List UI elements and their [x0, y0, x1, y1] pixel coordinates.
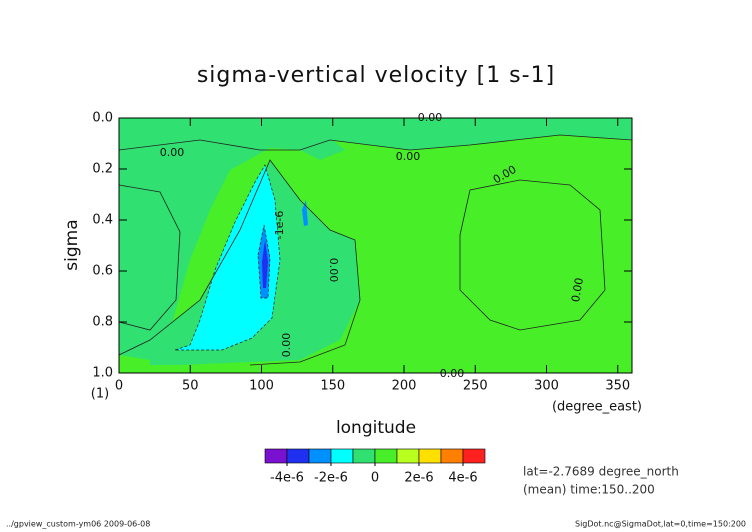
x-tick-label: 300 — [534, 379, 559, 394]
colorbar-box — [308, 448, 332, 464]
contour-label: 0.00 — [569, 277, 586, 303]
field-region — [119, 118, 632, 360]
colorbar-box — [264, 448, 288, 464]
x-axis-label: longitude — [336, 418, 416, 438]
contour-line — [119, 159, 361, 366]
contour-line — [119, 134, 632, 151]
field-region — [175, 165, 280, 350]
colorbar-box — [418, 448, 442, 464]
colorbar-box — [352, 448, 376, 464]
y-tick-label: 0.0 — [92, 111, 113, 126]
x-tick-label: 0 — [115, 379, 123, 394]
annotation: lat=-2.7689 degree_north — [523, 465, 679, 479]
x-tick-label: 50 — [182, 379, 199, 394]
y-tick-label: 0.8 — [92, 315, 113, 330]
colorbar-tick-label: -4e-6 — [270, 471, 304, 486]
y-tick-label: 0.2 — [92, 162, 113, 177]
footer: SigDot.nc@SigmaDot,lat=0,time=150:200 — [575, 520, 746, 529]
colorbar-box — [462, 448, 486, 464]
y-tick-label: 0.4 — [92, 213, 113, 228]
contour-line — [459, 179, 606, 331]
y-tick-label: 0.6 — [92, 264, 113, 279]
x-tick-label: 150 — [320, 379, 345, 394]
x-tick-label: 200 — [392, 379, 417, 394]
contour-label: -1e-6 — [273, 211, 286, 240]
contour-line — [257, 224, 271, 299]
colorbar-box — [396, 448, 420, 464]
x-tick-label: 250 — [463, 379, 488, 394]
contour-field — [118, 117, 633, 374]
y-axis-unit: (1) — [91, 387, 109, 402]
field-region — [262, 240, 268, 288]
y-axis-label: sigma — [62, 219, 82, 270]
contour-label: 0.00 — [418, 111, 443, 124]
contour-label: 0.00 — [160, 146, 185, 159]
colorbar-tick-label: -2e-6 — [314, 471, 348, 486]
footer: ../gpview_custom-ym06 2009-06-08 — [6, 520, 150, 529]
chart-title: sigma-vertical velocity [1 s-1] — [197, 63, 555, 88]
contour-line — [119, 184, 181, 331]
y-tick-label: 1.0 — [92, 366, 113, 381]
contour-label: 0.00 — [440, 367, 465, 380]
colorbar-tick-label: 4e-6 — [448, 471, 477, 486]
colorbar-box — [330, 448, 354, 464]
x-axis-unit: (degree_east) — [552, 400, 642, 415]
contour-label: 0.00 — [280, 333, 293, 358]
colorbar-box — [440, 448, 464, 464]
field-region — [300, 120, 345, 160]
colorbar-box — [374, 448, 398, 464]
contour-label: 0.00 — [327, 258, 340, 283]
annotation: (mean) time:150..200 — [523, 483, 655, 497]
field-region — [119, 180, 180, 330]
colorbar-tick-label: 2e-6 — [404, 471, 433, 486]
colorbar-tick-label: 0 — [371, 471, 379, 486]
contour-label: 0.00 — [396, 150, 421, 163]
plot-frame — [118, 117, 633, 374]
colorbar-box — [286, 448, 310, 464]
x-tick-label: 100 — [249, 379, 274, 394]
contour-line — [174, 164, 281, 351]
x-tick-label: 350 — [605, 379, 630, 394]
